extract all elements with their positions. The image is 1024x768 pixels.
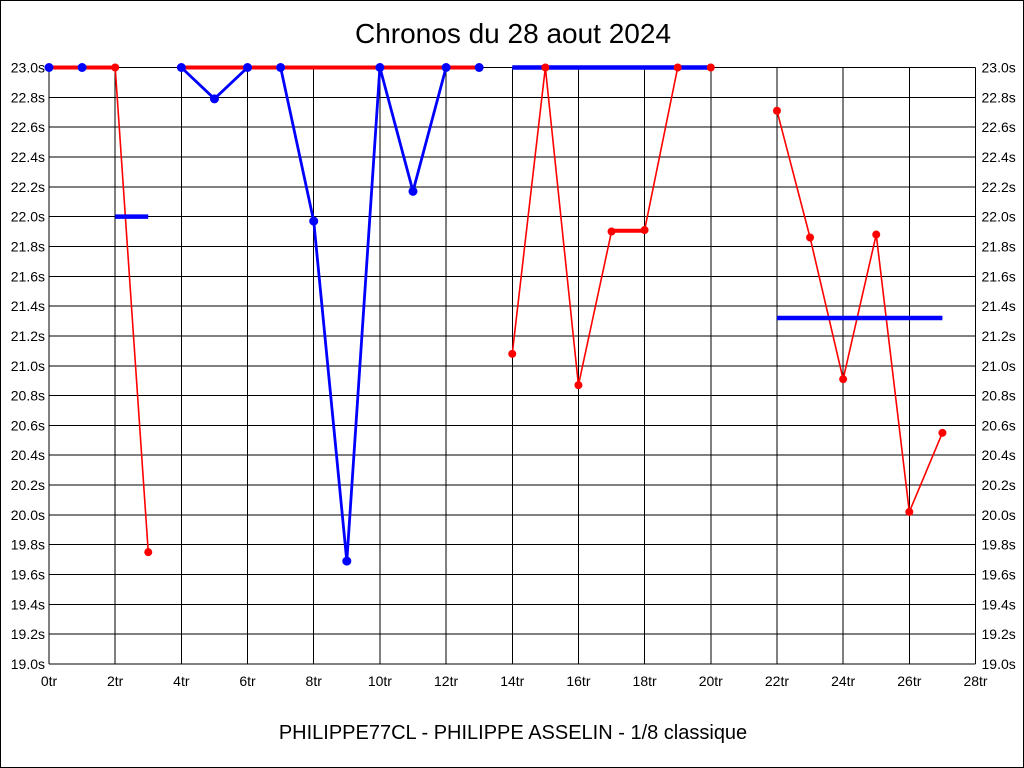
svg-text:22.8s: 22.8s bbox=[11, 89, 45, 105]
red-series-lines bbox=[114, 67, 944, 553]
blue-series-points bbox=[44, 63, 484, 566]
svg-text:19.2s: 19.2s bbox=[11, 626, 45, 642]
chart-caption: PHILIPPE77CL - PHILIPPE ASSELIN - 1/8 cl… bbox=[278, 722, 748, 744]
svg-text:21.4s: 21.4s bbox=[11, 298, 45, 314]
svg-text:19.4s: 19.4s bbox=[11, 596, 45, 612]
y-axis-labels-left: 23.0s 22.8s 22.6s 22.4s 22.2s 22.0s 21.8s 21.6s… bbox=[11, 60, 45, 673]
svg-text:22.2s: 22.2s bbox=[11, 179, 45, 195]
svg-text:21.4s: 21.4s bbox=[982, 298, 1016, 314]
svg-text:26tr: 26tr bbox=[897, 673, 921, 689]
svg-text:20.8s: 20.8s bbox=[982, 388, 1016, 404]
svg-text:0tr: 0tr bbox=[41, 673, 58, 689]
svg-text:8tr: 8tr bbox=[306, 673, 323, 689]
svg-text:21.6s: 21.6s bbox=[982, 268, 1016, 284]
svg-text:20.0s: 20.0s bbox=[982, 507, 1016, 523]
svg-text:19.6s: 19.6s bbox=[11, 567, 45, 583]
svg-text:20.0s: 20.0s bbox=[11, 507, 45, 523]
svg-text:19.0s: 19.0s bbox=[11, 656, 45, 672]
svg-text:23.0s: 23.0s bbox=[11, 60, 45, 76]
svg-text:20.4s: 20.4s bbox=[982, 447, 1016, 463]
svg-text:22.6s: 22.6s bbox=[982, 119, 1016, 135]
svg-text:19.6s: 19.6s bbox=[982, 567, 1016, 583]
svg-text:19.2s: 19.2s bbox=[982, 626, 1016, 642]
svg-text:16tr: 16tr bbox=[566, 673, 590, 689]
svg-text:19.4s: 19.4s bbox=[982, 596, 1016, 612]
chart-title: Chronos du 28 aout 2024 bbox=[354, 18, 672, 49]
svg-text:2tr: 2tr bbox=[107, 673, 124, 689]
svg-text:20.6s: 20.6s bbox=[11, 417, 45, 433]
x-axis-labels: 0tr 2tr 4tr 6tr 8tr 10tr 12tr 14tr 16tr 18tr 20tr 2… bbox=[41, 673, 988, 689]
svg-text:21.2s: 21.2s bbox=[11, 328, 45, 344]
grid bbox=[48, 67, 976, 665]
svg-text:21.2s: 21.2s bbox=[982, 328, 1016, 344]
svg-text:19.8s: 19.8s bbox=[982, 537, 1016, 553]
svg-text:22.6s: 22.6s bbox=[11, 119, 45, 135]
red-series-flat-segments bbox=[49, 65, 645, 233]
svg-text:22tr: 22tr bbox=[765, 673, 789, 689]
svg-text:21.6s: 21.6s bbox=[11, 268, 45, 284]
svg-text:19.8s: 19.8s bbox=[11, 537, 45, 553]
svg-text:28tr: 28tr bbox=[963, 673, 987, 689]
svg-text:22.4s: 22.4s bbox=[11, 149, 45, 165]
svg-text:22.4s: 22.4s bbox=[982, 149, 1016, 165]
svg-text:24tr: 24tr bbox=[831, 673, 855, 689]
svg-text:18tr: 18tr bbox=[633, 673, 657, 689]
svg-text:4tr: 4tr bbox=[173, 673, 190, 689]
svg-text:10tr: 10tr bbox=[368, 673, 392, 689]
svg-text:21.8s: 21.8s bbox=[11, 238, 45, 254]
svg-text:22.0s: 22.0s bbox=[982, 209, 1016, 225]
svg-text:20.6s: 20.6s bbox=[982, 417, 1016, 433]
svg-text:20.4s: 20.4s bbox=[11, 447, 45, 463]
svg-text:20.8s: 20.8s bbox=[11, 388, 45, 404]
y-axis-labels-right: 23.0s 22.8s 22.6s 22.4s 22.2s 22.0s 21.8s 21.6s… bbox=[982, 60, 1016, 673]
svg-text:21.0s: 21.0s bbox=[982, 358, 1016, 374]
red-series-points bbox=[111, 63, 947, 557]
svg-text:14tr: 14tr bbox=[500, 673, 524, 689]
svg-text:21.0s: 21.0s bbox=[11, 358, 45, 374]
svg-text:22.0s: 22.0s bbox=[11, 209, 45, 225]
svg-text:12tr: 12tr bbox=[434, 673, 458, 689]
svg-text:6tr: 6tr bbox=[239, 673, 256, 689]
svg-text:19.0s: 19.0s bbox=[982, 656, 1016, 672]
svg-text:22.8s: 22.8s bbox=[982, 89, 1016, 105]
svg-text:23.0s: 23.0s bbox=[982, 60, 1016, 76]
blue-series-flat-segments bbox=[115, 65, 943, 321]
svg-text:22.2s: 22.2s bbox=[982, 179, 1016, 195]
svg-text:20tr: 20tr bbox=[699, 673, 723, 689]
svg-text:20.2s: 20.2s bbox=[11, 477, 45, 493]
svg-text:20.2s: 20.2s bbox=[982, 477, 1016, 493]
svg-text:21.8s: 21.8s bbox=[982, 238, 1016, 254]
